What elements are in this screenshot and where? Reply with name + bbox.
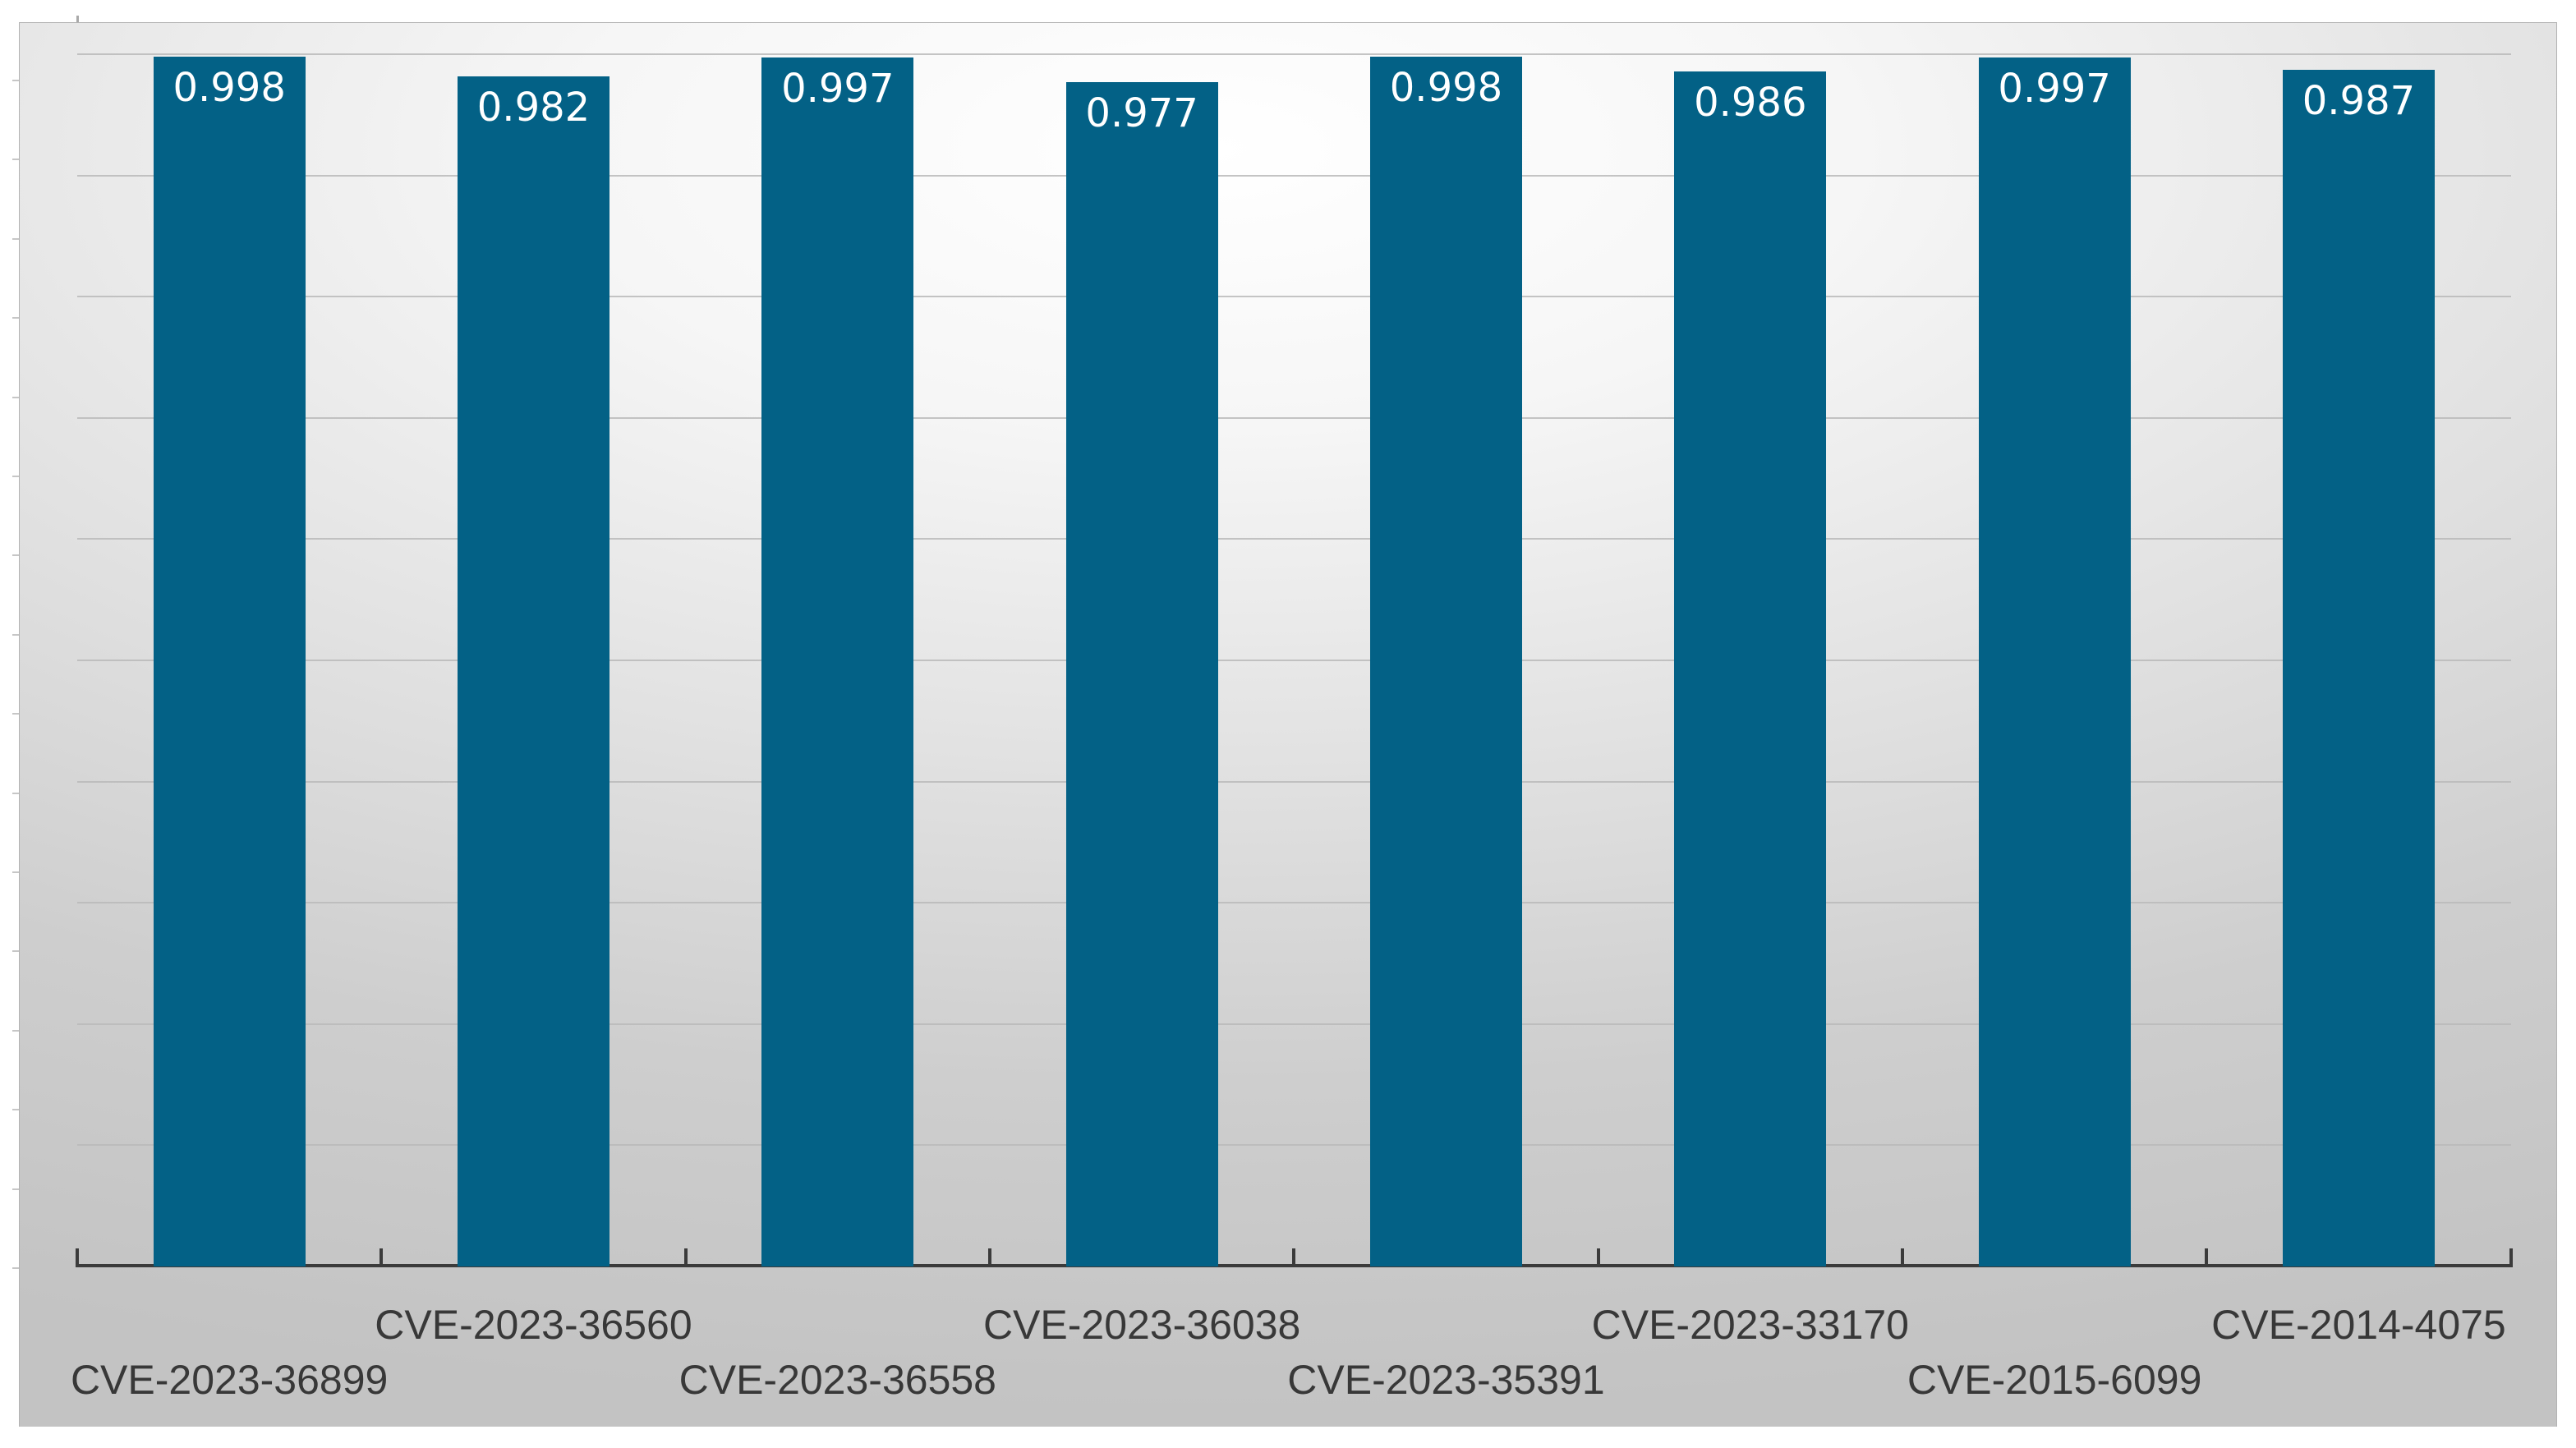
gridline (77, 780, 2511, 783)
y-axis-minor-tick (12, 396, 19, 398)
bar[interactable]: 0.997 (761, 57, 914, 1266)
x-axis-boundary-tick (1596, 1248, 1600, 1266)
y-axis-minor-tick (12, 950, 19, 953)
y-axis-minor-tick (12, 80, 19, 81)
x-axis-label: CVE-2023-36899 (70, 1357, 389, 1403)
y-axis-minor-tick (12, 317, 19, 319)
y-axis-minor-tick (12, 633, 19, 636)
x-axis-label: CVE-2023-33170 (1591, 1302, 1909, 1348)
gridline (77, 416, 2511, 419)
bar-value-label: 0.997 (781, 66, 895, 113)
bar[interactable]: 0.987 (2282, 70, 2435, 1266)
y-axis-minor-tick (12, 1267, 19, 1269)
gridline (77, 174, 2511, 177)
bar[interactable]: 0.977 (1065, 81, 1218, 1266)
gridline (77, 53, 2511, 55)
gridline (77, 1023, 2511, 1025)
bar-value-label: 0.998 (1389, 64, 1503, 111)
x-axis-boundary-tick (2509, 1248, 2513, 1266)
bar-value-label: 0.986 (1694, 79, 1807, 126)
y-axis-minor-tick (12, 1109, 19, 1111)
x-axis-label: CVE-2023-36560 (375, 1302, 692, 1348)
x-axis-boundary-tick (76, 1248, 79, 1266)
gridline (77, 902, 2511, 904)
gridline (77, 538, 2511, 540)
bar-value-label: 0.998 (172, 64, 286, 111)
x-axis-label: CVE-2023-36558 (678, 1357, 996, 1403)
y-axis-minor-tick (12, 237, 19, 240)
x-axis-boundary-tick (2205, 1248, 2209, 1266)
x-axis-boundary-tick (380, 1248, 384, 1266)
x-axis-label: CVE-2023-35391 (1287, 1357, 1605, 1403)
bar[interactable]: 0.986 (1674, 71, 1827, 1266)
y-axis-minor-tick (12, 1188, 19, 1190)
bar-value-label: 0.982 (476, 84, 591, 131)
x-axis-boundary-tick (683, 1248, 688, 1266)
bar-value-label: 0.977 (1085, 90, 1198, 136)
bar[interactable]: 0.998 (153, 56, 306, 1266)
bar[interactable]: 0.998 (1369, 56, 1522, 1266)
y-axis-minor-tick (12, 476, 19, 477)
x-axis-label: CVE-2023-36038 (982, 1302, 1301, 1348)
y-axis-minor-tick (12, 713, 19, 715)
x-axis-boundary-tick (1292, 1248, 1296, 1266)
bar-value-label: 0.987 (2302, 78, 2416, 125)
y-axis-minor-tick (12, 159, 19, 161)
x-axis-label: CVE-2014-4075 (2211, 1302, 2506, 1348)
gridline (77, 296, 2511, 298)
x-axis-boundary-tick (987, 1248, 991, 1266)
y-axis-minor-tick (12, 871, 19, 873)
gridline (77, 1144, 2511, 1147)
x-axis-line (76, 1264, 2513, 1267)
gridline (77, 660, 2511, 661)
bar[interactable]: 0.982 (457, 76, 610, 1266)
x-axis-boundary-tick (1900, 1248, 1904, 1266)
bar[interactable]: 0.997 (1978, 57, 2131, 1266)
y-axis-minor-tick (12, 792, 19, 794)
x-axis-label: CVE-2015-6099 (1907, 1357, 2202, 1403)
y-axis-minor-tick (12, 554, 19, 557)
y-axis-minor-tick (12, 1029, 19, 1032)
top-axis-tick (76, 16, 79, 22)
bar-value-label: 0.997 (1998, 66, 2111, 113)
chart-background (19, 22, 2557, 1427)
